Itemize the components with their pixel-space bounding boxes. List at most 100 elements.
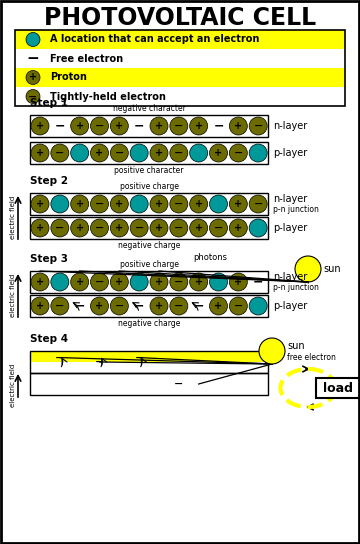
Text: −: − [55, 120, 65, 133]
Circle shape [150, 273, 168, 291]
Text: −: − [75, 300, 85, 312]
Circle shape [71, 117, 89, 135]
Circle shape [170, 273, 188, 291]
Text: positive charge: positive charge [120, 182, 179, 191]
Text: −: − [55, 148, 64, 158]
Text: PHOTOVOLTAIC CELL: PHOTOVOLTAIC CELL [44, 6, 316, 30]
Circle shape [51, 273, 69, 291]
Circle shape [259, 338, 285, 364]
Circle shape [31, 195, 49, 213]
Circle shape [110, 273, 128, 291]
Circle shape [229, 144, 247, 162]
Text: n-layer: n-layer [273, 272, 307, 282]
Text: +: + [95, 301, 104, 311]
Text: +: + [76, 223, 84, 233]
Text: −: − [55, 301, 64, 311]
Circle shape [130, 144, 148, 162]
Bar [30, 351, 268, 373]
Text: Step 4: Step 4 [30, 334, 68, 344]
Text: −: − [234, 301, 243, 311]
Circle shape [90, 144, 108, 162]
Bar [30, 217, 268, 239]
Bar [315, 378, 360, 398]
Text: +: + [234, 223, 242, 233]
Circle shape [249, 219, 267, 237]
Text: +: + [76, 121, 84, 131]
Bar [30, 271, 268, 293]
Bar [15, 68, 345, 87]
Circle shape [31, 117, 49, 135]
Circle shape [150, 144, 168, 162]
Text: −: − [95, 121, 104, 131]
Circle shape [190, 117, 208, 135]
Text: −: − [253, 199, 263, 209]
Text: −: − [193, 300, 204, 312]
Bar [30, 142, 268, 164]
Text: p-layer: p-layer [273, 223, 307, 233]
Text: +: + [195, 223, 203, 233]
Circle shape [229, 117, 247, 135]
Text: positive charge: positive charge [120, 260, 179, 269]
Circle shape [51, 144, 69, 162]
Text: −: − [28, 91, 38, 102]
Circle shape [51, 195, 69, 213]
Circle shape [26, 71, 40, 84]
Text: −: − [55, 353, 64, 363]
Bar [30, 351, 268, 362]
Text: Step 1: Step 1 [30, 98, 68, 108]
Circle shape [26, 33, 40, 46]
Circle shape [110, 219, 128, 237]
Text: +: + [115, 223, 123, 233]
Circle shape [90, 219, 108, 237]
Circle shape [249, 117, 267, 135]
Text: positive character: positive character [114, 166, 184, 175]
Text: +: + [155, 301, 163, 311]
Circle shape [31, 273, 49, 291]
Circle shape [210, 144, 228, 162]
Circle shape [295, 256, 321, 282]
Text: −: − [174, 277, 184, 287]
Circle shape [71, 195, 89, 213]
Circle shape [210, 195, 228, 213]
Text: −: − [234, 148, 243, 158]
Circle shape [210, 219, 228, 237]
Circle shape [31, 297, 49, 315]
Text: +: + [36, 277, 44, 287]
Text: −: − [174, 379, 184, 389]
Text: −: − [114, 148, 124, 158]
Text: negative charge: negative charge [118, 319, 180, 328]
Text: sun: sun [287, 341, 305, 351]
Text: −: − [253, 275, 264, 288]
Circle shape [190, 273, 208, 291]
Text: −: − [174, 301, 184, 311]
Text: Step 3: Step 3 [30, 254, 68, 264]
Circle shape [90, 117, 108, 135]
Circle shape [31, 144, 49, 162]
Text: Tightly-held electron: Tightly-held electron [50, 91, 166, 102]
Circle shape [71, 219, 89, 237]
Text: negative character: negative character [113, 104, 185, 113]
Text: +: + [36, 199, 44, 209]
Text: sun: sun [323, 264, 341, 274]
Text: −: − [55, 223, 64, 233]
Text: electric field: electric field [10, 364, 16, 407]
Text: −: − [174, 121, 184, 131]
Circle shape [150, 219, 168, 237]
Text: +: + [155, 277, 163, 287]
Circle shape [150, 297, 168, 315]
Text: Free electron: Free electron [50, 53, 123, 64]
Text: Proton: Proton [50, 72, 87, 83]
Text: Step 2: Step 2 [30, 176, 68, 186]
Circle shape [90, 273, 108, 291]
Circle shape [170, 117, 188, 135]
Text: −: − [114, 301, 124, 311]
Circle shape [90, 297, 108, 315]
Text: −: − [95, 357, 104, 367]
Circle shape [71, 144, 89, 162]
Circle shape [110, 297, 128, 315]
Text: +: + [115, 199, 123, 209]
Bar [30, 295, 268, 317]
Text: −: − [214, 223, 223, 233]
Circle shape [210, 273, 228, 291]
Circle shape [31, 219, 49, 237]
